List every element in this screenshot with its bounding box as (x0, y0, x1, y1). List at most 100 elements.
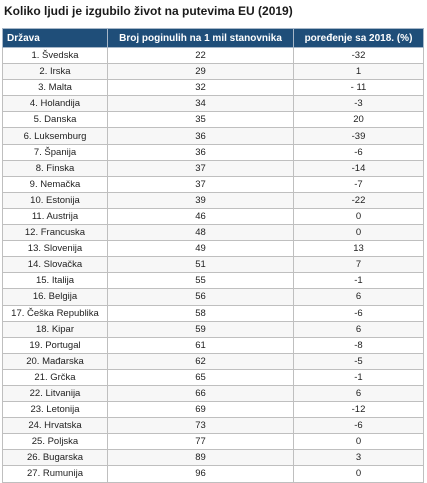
cell-country: 20. Mađarska (2, 352, 108, 370)
cell-change-vs-2018: -7 (293, 175, 424, 193)
cell-change-vs-2018: -6 (293, 304, 424, 322)
cell-country: 3. Malta (2, 79, 108, 97)
cell-deaths-per-million: 96 (107, 465, 294, 483)
cell-deaths-per-million: 35 (107, 111, 294, 129)
cell-deaths-per-million: 69 (107, 401, 294, 419)
table-row: 8. Finska 37 -14 (2, 159, 424, 177)
cell-change-vs-2018: 0 (293, 207, 424, 226)
table-row: 19. Portugal 61 -8 (2, 336, 424, 354)
table-row: 6. Luksemburg 36 -39 (2, 127, 424, 145)
table-row: 10. Estonija 39 -22 (2, 191, 424, 209)
column-header-deaths: Broj poginulih na 1 mil stanovnika (107, 28, 294, 48)
cell-country: 1. Švedska (2, 46, 108, 65)
table-row: 25. Poljska 77 0 (2, 433, 424, 451)
cell-country: 15. Italija (2, 272, 108, 290)
page-title: Koliko ljudi je izgubilo život na putevi… (4, 4, 293, 18)
cell-change-vs-2018: 20 (293, 111, 424, 129)
cell-deaths-per-million: 59 (107, 320, 294, 338)
cell-deaths-per-million: 22 (107, 46, 294, 65)
table-row: 5. Danska 35 20 (2, 111, 424, 129)
cell-country: 7. Španija (2, 143, 108, 161)
cell-change-vs-2018: -1 (293, 368, 424, 386)
cell-deaths-per-million: 36 (107, 127, 294, 145)
cell-country: 27. Rumunija (2, 465, 108, 483)
cell-country: 8. Finska (2, 159, 108, 177)
cell-deaths-per-million: 65 (107, 368, 294, 386)
column-header-change: poređenje sa 2018. (%) (293, 28, 424, 48)
table-row: 23. Letonija 69 -12 (2, 401, 424, 419)
table-row: 24. Hrvatska 73 -6 (2, 417, 424, 435)
cell-deaths-per-million: 73 (107, 417, 294, 435)
cell-deaths-per-million: 32 (107, 79, 294, 97)
cell-country: 9. Nemačka (2, 175, 108, 193)
cell-country: 25. Poljska (2, 433, 108, 451)
cell-change-vs-2018: 0 (293, 224, 424, 242)
cell-deaths-per-million: 61 (107, 336, 294, 354)
cell-deaths-per-million: 56 (107, 288, 294, 306)
table-row: 18. Kipar 59 6 (2, 320, 424, 338)
cell-change-vs-2018: 6 (293, 384, 424, 403)
cell-change-vs-2018: - 11 (293, 79, 424, 97)
cell-country: 2. Irska (2, 63, 108, 81)
cell-country: 13. Slovenija (2, 240, 108, 258)
cell-change-vs-2018: 1 (293, 63, 424, 81)
cell-deaths-per-million: 62 (107, 352, 294, 370)
cell-country: 11. Austrija (2, 207, 108, 226)
cell-deaths-per-million: 48 (107, 224, 294, 242)
table-row: 16. Belgija 56 6 (2, 288, 424, 306)
cell-change-vs-2018: -1 (293, 272, 424, 290)
cell-deaths-per-million: 36 (107, 143, 294, 161)
cell-change-vs-2018: 6 (293, 320, 424, 338)
cell-change-vs-2018: 6 (293, 288, 424, 306)
road-deaths-table: Država Broj poginulih na 1 mil stanovnik… (2, 28, 424, 483)
cell-deaths-per-million: 29 (107, 63, 294, 81)
cell-change-vs-2018: -22 (293, 191, 424, 209)
cell-country: 23. Letonija (2, 401, 108, 419)
table-row: 27. Rumunija 96 0 (2, 465, 424, 483)
cell-change-vs-2018: -6 (293, 143, 424, 161)
cell-change-vs-2018: -32 (293, 46, 424, 65)
cell-country: 24. Hrvatska (2, 417, 108, 435)
table-row: 26. Bugarska 89 3 (2, 449, 424, 467)
table-row: 12. Francuska 48 0 (2, 224, 424, 242)
column-header-country: Država (2, 28, 108, 48)
cell-change-vs-2018: 13 (293, 240, 424, 258)
cell-change-vs-2018: 3 (293, 449, 424, 467)
table-row: 13. Slovenija 49 13 (2, 240, 424, 258)
cell-change-vs-2018: -3 (293, 95, 424, 113)
cell-country: 4. Holandija (2, 95, 108, 113)
cell-country: 19. Portugal (2, 336, 108, 354)
cell-deaths-per-million: 58 (107, 304, 294, 322)
table-header-row: Država Broj poginulih na 1 mil stanovnik… (2, 28, 424, 48)
cell-country: 12. Francuska (2, 224, 108, 242)
cell-country: 5. Danska (2, 111, 108, 129)
cell-country: 10. Estonija (2, 191, 108, 209)
cell-deaths-per-million: 49 (107, 240, 294, 258)
table-row: 11. Austrija 46 0 (2, 207, 424, 226)
cell-deaths-per-million: 39 (107, 191, 294, 209)
cell-deaths-per-million: 51 (107, 256, 294, 274)
cell-change-vs-2018: 7 (293, 256, 424, 274)
table-row: 15. Italija 55 -1 (2, 272, 424, 290)
cell-change-vs-2018: -39 (293, 127, 424, 145)
cell-deaths-per-million: 37 (107, 175, 294, 193)
cell-country: 6. Luksemburg (2, 127, 108, 145)
cell-change-vs-2018: -8 (293, 336, 424, 354)
cell-change-vs-2018: -6 (293, 417, 424, 435)
cell-change-vs-2018: -5 (293, 352, 424, 370)
cell-country: 14. Slovačka (2, 256, 108, 274)
cell-change-vs-2018: 0 (293, 465, 424, 483)
table-row: 20. Mađarska 62 -5 (2, 352, 424, 370)
table-row: 9. Nemačka 37 -7 (2, 175, 424, 193)
table-row: 3. Malta 32- 11 (2, 79, 424, 97)
cell-country: 26. Bugarska (2, 449, 108, 467)
table-row: 21. Grčka 65 -1 (2, 368, 424, 386)
cell-deaths-per-million: 55 (107, 272, 294, 290)
table-row: 22. Litvanija 66 6 (2, 384, 424, 403)
cell-deaths-per-million: 66 (107, 384, 294, 403)
cell-deaths-per-million: 34 (107, 95, 294, 113)
cell-change-vs-2018: 0 (293, 433, 424, 451)
cell-deaths-per-million: 89 (107, 449, 294, 467)
table-body: 1. Švedska 22 -32 2. Irska 29 1 3. Malta 32- 11… (2, 46, 424, 483)
table-row: 17. Češka Republika 58 -6 (2, 304, 424, 322)
